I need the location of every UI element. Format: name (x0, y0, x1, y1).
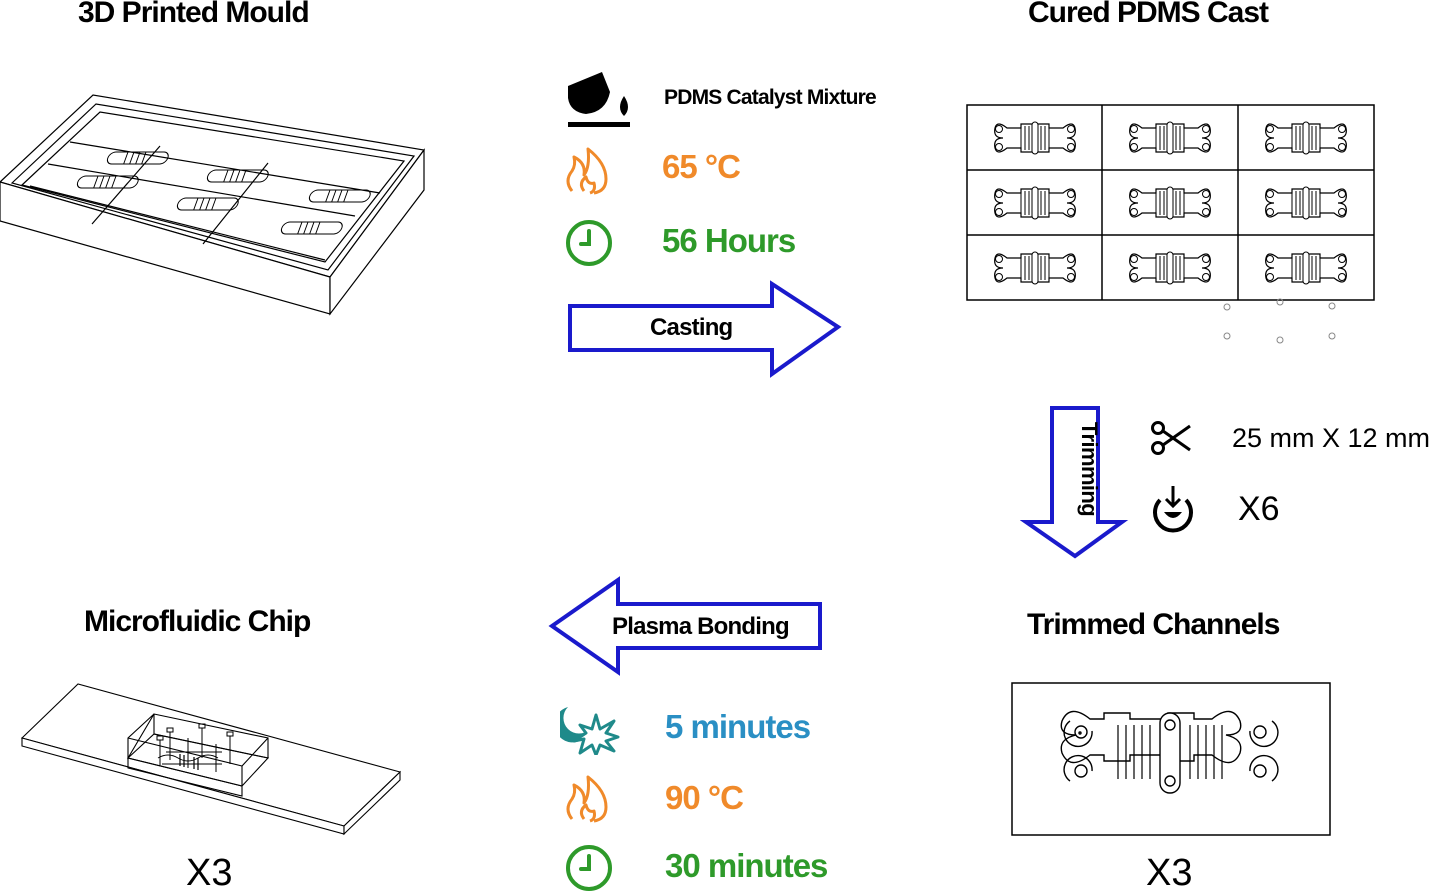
trim-size: 25 mm X 12 mm (1232, 423, 1431, 453)
pour-icon (568, 72, 630, 127)
casting-temperature: 65 °C (662, 148, 741, 185)
bonding-temperature: 90 °C (665, 779, 744, 816)
cast-illustration (966, 104, 1375, 344)
flame-icon (566, 147, 608, 195)
plasma-time: 5 minutes (665, 708, 811, 745)
casting-duration: 56 Hours (662, 222, 796, 259)
trimmed-illustration (1011, 682, 1331, 836)
clock-icon (566, 220, 612, 266)
cast-title: Cured PDMS Cast (1028, 0, 1269, 29)
download-icon (1153, 486, 1193, 533)
trimmed-multiplier: X3 (1146, 852, 1193, 894)
casting-arrow-label: Casting (650, 314, 733, 341)
trim-count: X6 (1238, 490, 1280, 528)
plasma-bonding-arrow (548, 576, 822, 676)
trimming-arrow-label: Trimming (1077, 421, 1103, 517)
mould-title: 3D Printed Mould (78, 0, 310, 29)
plasma-bonding-label: Plasma Bonding (612, 613, 790, 640)
plasma-icon (560, 707, 620, 755)
trimmed-title: Trimmed Channels (1027, 608, 1280, 641)
chip-multiplier: X3 (186, 852, 233, 894)
clock-icon-bonding (566, 845, 612, 891)
scissors-icon (1151, 421, 1191, 455)
mould-illustration (0, 94, 426, 316)
chip-title: Microfluidic Chip (84, 605, 311, 638)
mixture-label: PDMS Catalyst Mixture (664, 86, 877, 109)
casting-arrow (568, 280, 842, 378)
bonding-duration: 30 minutes (665, 847, 828, 884)
flame-icon-bonding (566, 775, 608, 823)
trimming-arrow (1020, 406, 1129, 559)
chip-illustration (20, 683, 402, 836)
